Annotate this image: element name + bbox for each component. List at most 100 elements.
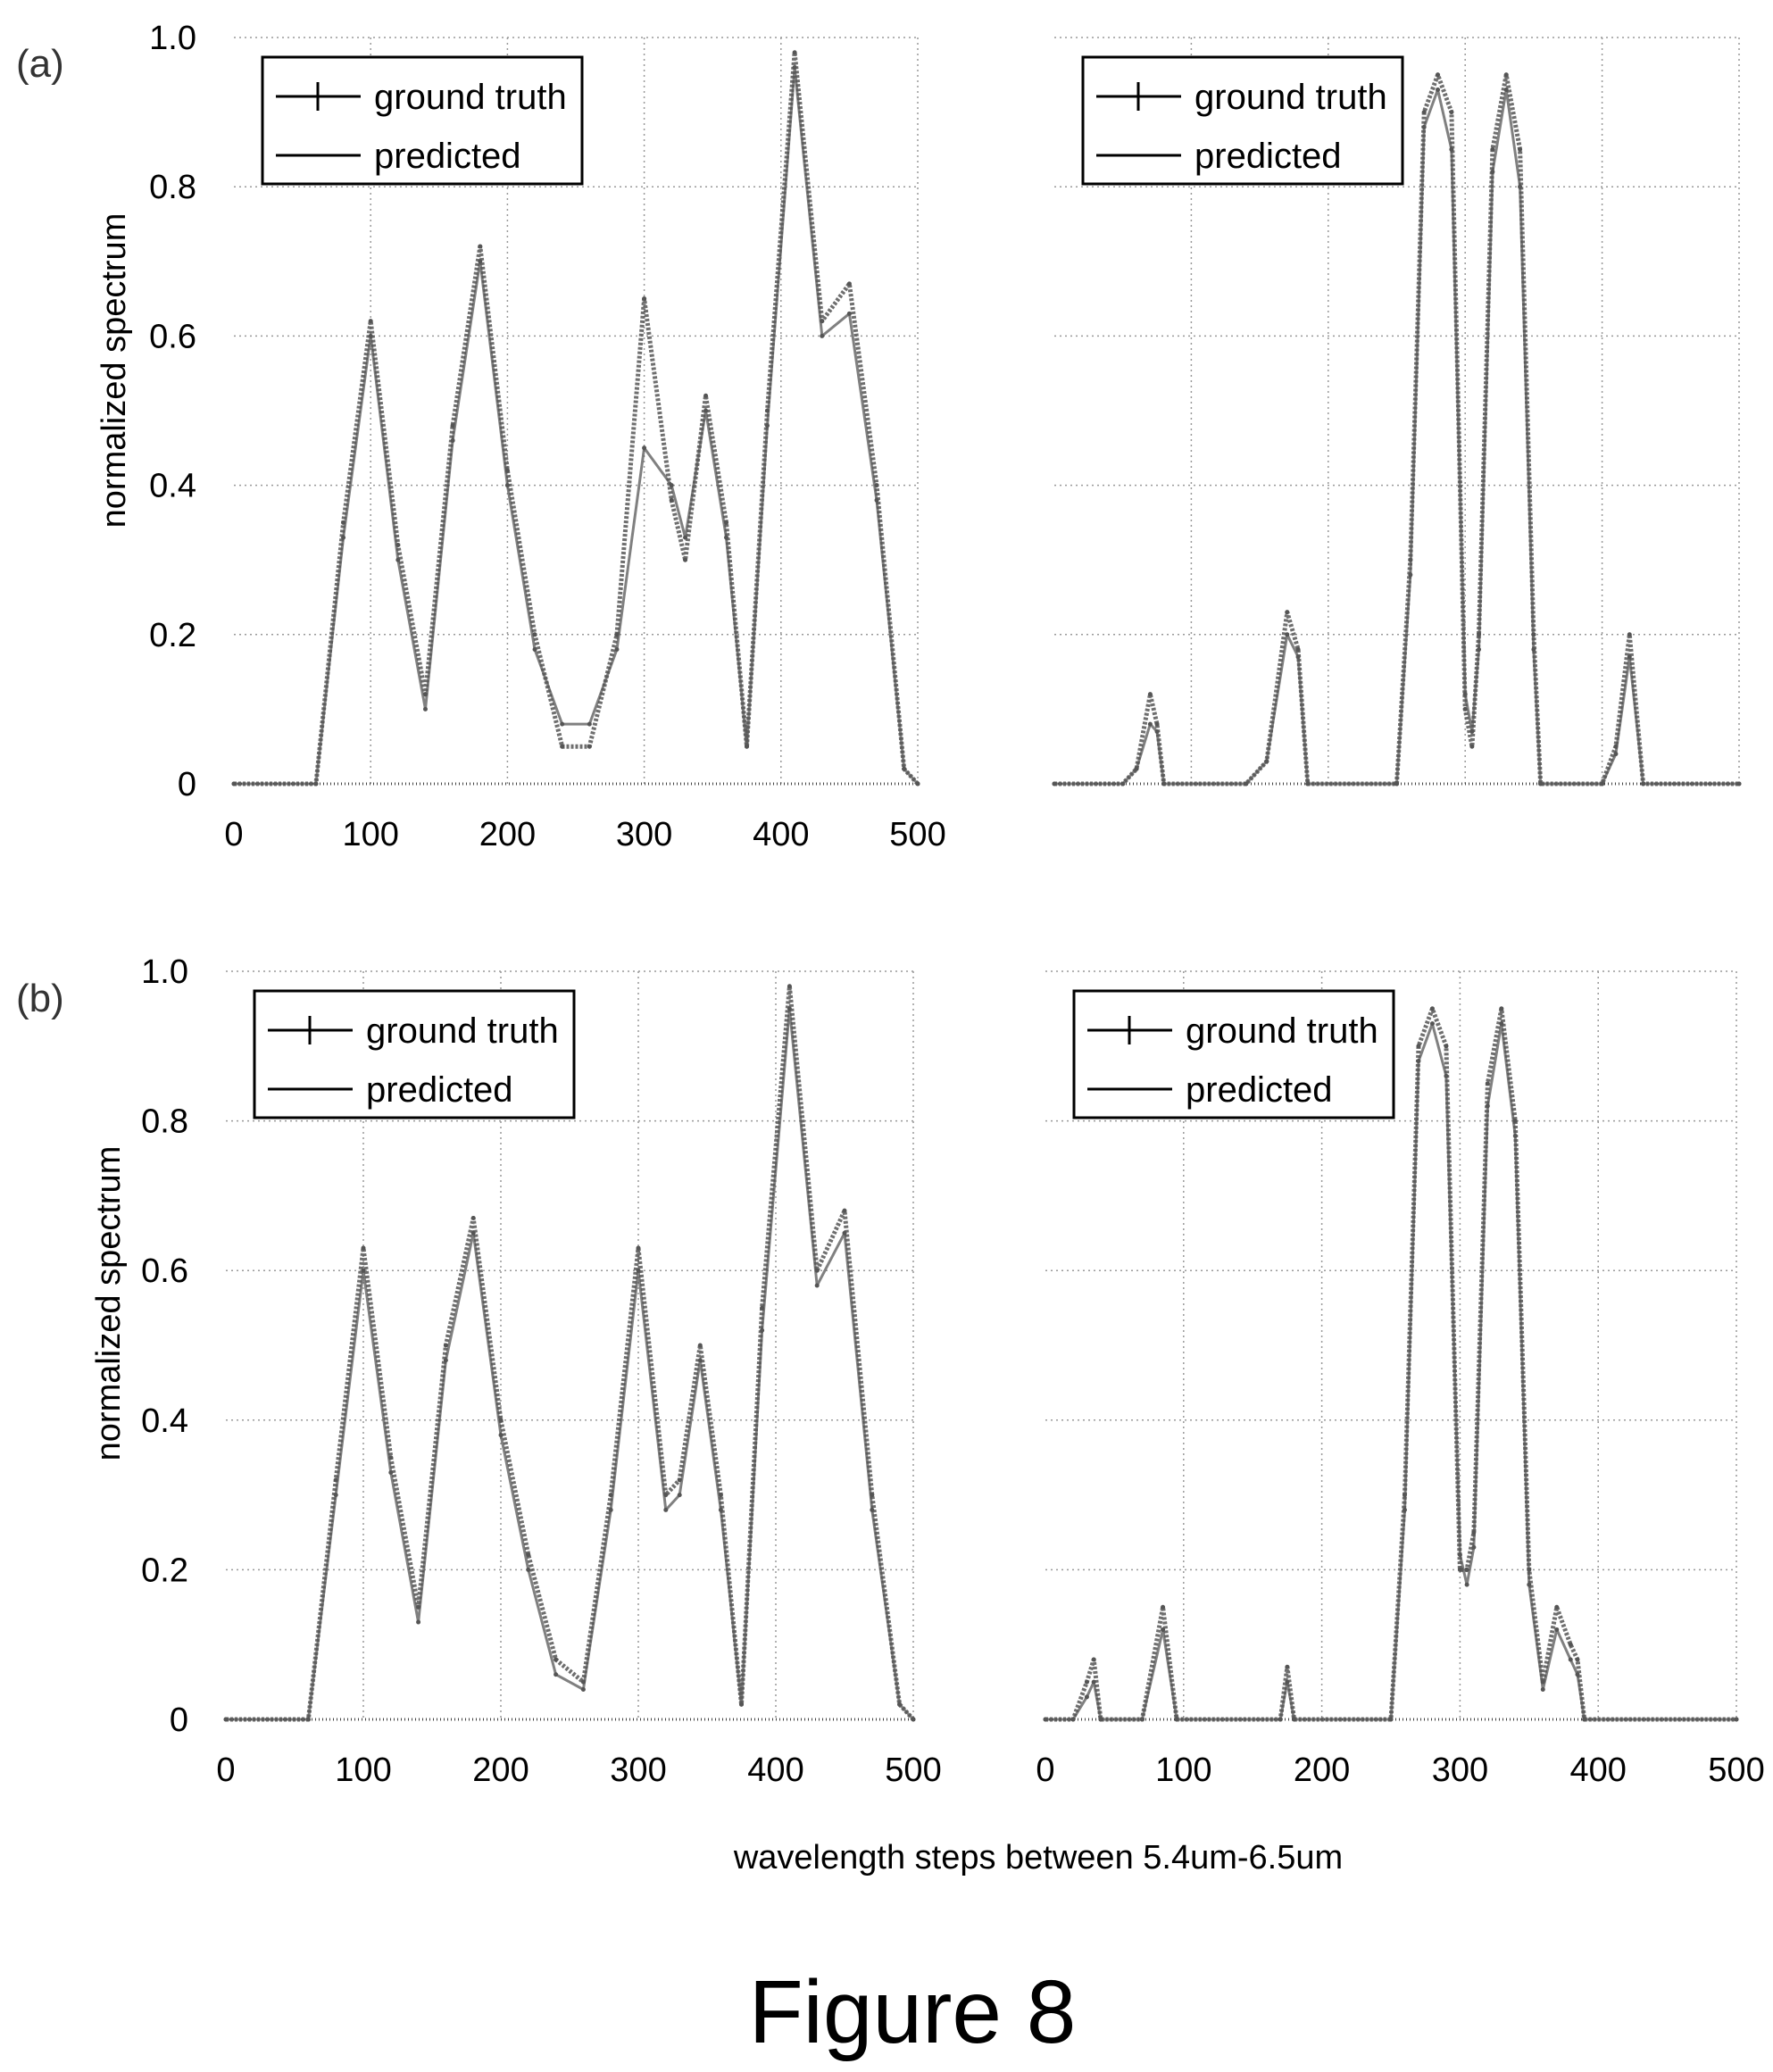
data-point bbox=[526, 1552, 531, 1558]
y-tick-label: 0.4 bbox=[141, 1402, 188, 1440]
data-point bbox=[697, 1358, 703, 1363]
data-point bbox=[1402, 1507, 1407, 1512]
data-point bbox=[608, 1507, 613, 1512]
data-point bbox=[1295, 654, 1301, 660]
data-point bbox=[1388, 1717, 1394, 1722]
y-tick-label: 0.2 bbox=[149, 617, 196, 654]
data-point bbox=[1485, 1081, 1490, 1086]
data-point bbox=[915, 781, 920, 786]
data-point bbox=[1499, 1021, 1504, 1027]
data-point bbox=[1490, 169, 1495, 174]
data-point bbox=[1154, 721, 1160, 727]
panel-label-b: (b) bbox=[16, 977, 64, 1020]
data-point bbox=[1285, 632, 1290, 637]
data-point bbox=[1554, 1627, 1560, 1632]
x-tick-label: 300 bbox=[610, 1752, 666, 1789]
data-point bbox=[1490, 146, 1495, 152]
legend-label: ground truth bbox=[1186, 1011, 1378, 1051]
x-tick-label: 200 bbox=[472, 1752, 529, 1789]
data-point bbox=[1091, 1657, 1096, 1662]
data-point bbox=[1575, 1672, 1580, 1677]
data-point bbox=[1568, 1642, 1573, 1647]
data-point bbox=[874, 497, 879, 503]
data-point bbox=[554, 1672, 559, 1677]
data-point bbox=[526, 1567, 531, 1572]
data-point bbox=[450, 437, 455, 443]
data-point bbox=[1527, 1582, 1532, 1587]
data-point bbox=[478, 259, 483, 264]
data-point bbox=[1531, 647, 1536, 653]
data-point bbox=[587, 744, 592, 749]
data-point bbox=[703, 393, 709, 398]
data-point bbox=[1285, 610, 1290, 615]
legend-label: ground truth bbox=[366, 1011, 559, 1051]
data-point bbox=[1292, 1717, 1297, 1722]
data-point bbox=[1499, 1006, 1504, 1011]
y-tick-label: 0.8 bbox=[141, 1103, 188, 1141]
data-point bbox=[1161, 1627, 1166, 1632]
plot-b-right: 0 100 200 300 400 500 ground truth predicted bbox=[1036, 970, 1765, 1789]
data-point bbox=[388, 1469, 394, 1475]
series-line-predicted bbox=[1045, 1022, 1736, 1721]
data-point bbox=[1518, 184, 1523, 189]
data-point bbox=[1084, 1679, 1089, 1685]
data-point bbox=[1161, 781, 1167, 786]
x-tick-label: 400 bbox=[747, 1752, 803, 1789]
legend-box bbox=[261, 55, 584, 186]
data-point bbox=[683, 535, 688, 540]
series-line-predicted bbox=[234, 65, 920, 786]
data-point bbox=[1174, 1717, 1179, 1722]
y-tick-label: 0.6 bbox=[149, 318, 196, 355]
data-point bbox=[422, 706, 428, 711]
legend-box bbox=[1081, 55, 1404, 186]
data-point bbox=[1582, 1717, 1587, 1722]
data-point bbox=[669, 497, 674, 503]
data-point bbox=[1394, 781, 1399, 786]
y-axis-label-a: normalized spectrum bbox=[96, 213, 133, 528]
x-tick-label: 0 bbox=[216, 1752, 235, 1789]
data-point bbox=[842, 1208, 847, 1213]
x-tick-label: 400 bbox=[753, 816, 809, 853]
data-point bbox=[368, 319, 373, 324]
data-point bbox=[1512, 1133, 1518, 1138]
data-point bbox=[443, 1343, 448, 1348]
legend-label: predicted bbox=[366, 1070, 513, 1110]
x-tick-label: 100 bbox=[342, 816, 398, 853]
plot-a-left: 0 0.2 0.4 0.6 0.8 1.0 0 100 200 300 400 500 ground t… bbox=[149, 20, 946, 853]
data-point bbox=[1736, 781, 1742, 786]
data-point bbox=[745, 744, 749, 749]
data-point bbox=[1462, 692, 1468, 697]
data-point bbox=[1641, 781, 1646, 786]
data-point bbox=[911, 1717, 916, 1722]
data-point bbox=[587, 721, 592, 727]
data-point bbox=[1043, 1717, 1048, 1722]
plot-a-right: ground truth predicted bbox=[1052, 37, 1742, 786]
data-point bbox=[1295, 647, 1301, 653]
data-point bbox=[1052, 781, 1057, 786]
data-point bbox=[231, 781, 237, 786]
data-point bbox=[642, 445, 647, 451]
data-point bbox=[1429, 1006, 1435, 1011]
data-point bbox=[361, 1268, 366, 1273]
data-point bbox=[792, 50, 797, 55]
data-point bbox=[1244, 781, 1249, 786]
x-tick-label: 0 bbox=[224, 816, 243, 853]
data-point bbox=[1147, 721, 1153, 727]
data-point bbox=[1070, 1717, 1076, 1722]
data-point bbox=[724, 535, 729, 540]
legend-box bbox=[253, 989, 576, 1119]
data-point bbox=[902, 766, 907, 771]
data-point bbox=[1161, 1604, 1166, 1610]
data-point bbox=[560, 744, 565, 749]
data-point bbox=[614, 647, 620, 653]
data-point bbox=[1538, 781, 1544, 786]
x-tick-label: 200 bbox=[1294, 1752, 1350, 1789]
data-point bbox=[416, 1619, 421, 1625]
data-point bbox=[1134, 766, 1139, 771]
data-point bbox=[787, 984, 792, 989]
data-point bbox=[760, 1327, 765, 1333]
data-point bbox=[368, 333, 373, 338]
data-point bbox=[1264, 759, 1269, 764]
legend-label: ground truth bbox=[374, 78, 567, 117]
data-point bbox=[313, 781, 319, 786]
